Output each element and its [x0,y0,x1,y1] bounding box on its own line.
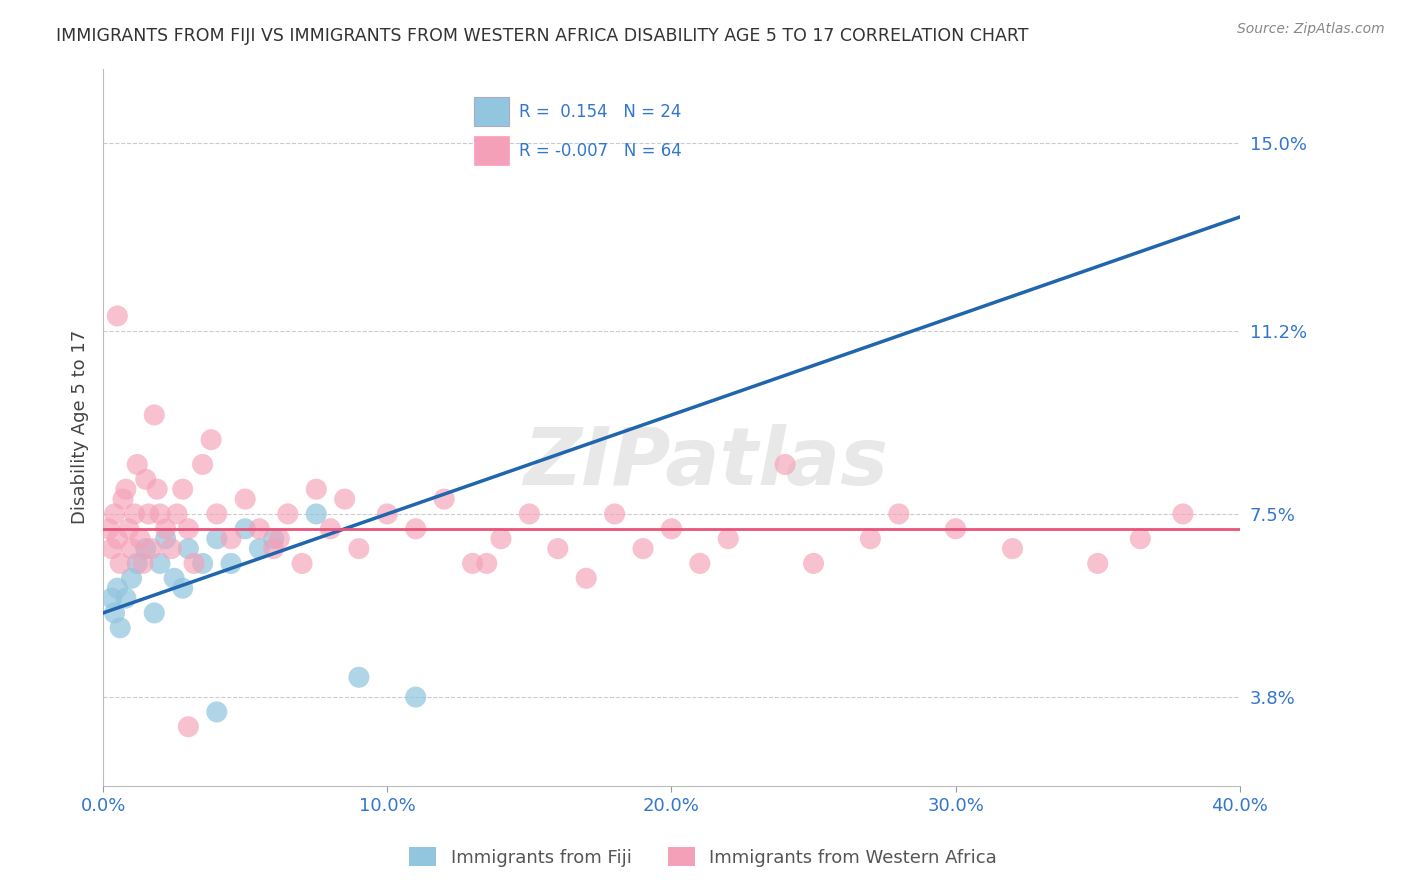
Point [433,492,456,507]
Point [803,557,825,571]
Point [149,557,172,571]
Legend: Immigrants from Fiji, Immigrants from Western Africa: Immigrants from Fiji, Immigrants from We… [402,840,1004,874]
Point [405,690,427,704]
Point [200,433,222,447]
Point [108,621,131,635]
Point [177,720,200,734]
Point [233,522,256,536]
Point [135,541,157,556]
Point [773,458,796,472]
Point [205,705,228,719]
Point [219,557,242,571]
Text: ZIPatlas: ZIPatlas [523,425,889,502]
Point [305,482,328,496]
Point [103,507,125,521]
Point [661,522,683,536]
Text: Source: ZipAtlas.com: Source: ZipAtlas.com [1237,22,1385,37]
Point [219,532,242,546]
Y-axis label: Disability Age 5 to 17: Disability Age 5 to 17 [72,330,89,524]
Point [191,458,214,472]
Point [155,532,177,546]
Point [121,571,143,585]
Point [305,507,328,521]
Point [143,606,166,620]
Point [575,571,598,585]
Point [249,522,271,536]
Point [191,557,214,571]
Point [146,482,169,496]
Point [105,532,128,546]
Point [717,532,740,546]
Point [291,557,314,571]
Point [519,507,541,521]
Point [111,492,134,507]
Point [631,541,654,556]
Point [100,591,122,605]
Point [277,507,299,521]
Point [475,557,498,571]
Point [100,541,122,556]
Point [121,541,143,556]
Point [183,557,205,571]
Point [205,507,228,521]
Point [166,507,188,521]
Point [859,532,882,546]
Point [547,541,569,556]
Point [177,522,200,536]
Point [263,541,285,556]
Point [127,557,149,571]
Point [263,532,285,546]
Point [155,522,177,536]
Point [945,522,967,536]
Point [149,507,172,521]
Point [172,482,194,496]
Point [172,581,194,595]
Point [319,522,342,536]
Point [129,532,152,546]
Point [489,532,512,546]
Point [405,522,427,536]
Point [333,492,356,507]
Point [347,670,370,684]
Point [115,591,138,605]
Point [105,581,128,595]
Point [205,532,228,546]
Point [233,492,256,507]
Point [1001,541,1024,556]
Point [118,522,141,536]
Point [249,541,271,556]
Point [689,557,711,571]
Point [375,507,398,521]
Point [115,482,138,496]
Point [887,507,910,521]
Point [1129,532,1152,546]
Point [103,606,125,620]
Point [105,309,128,323]
Point [603,507,626,521]
Point [97,522,120,536]
Point [138,507,160,521]
Point [124,507,146,521]
Point [461,557,484,571]
Point [132,557,155,571]
Point [1087,557,1109,571]
Point [1171,507,1194,521]
Point [143,408,166,422]
Point [127,458,149,472]
Point [135,472,157,486]
Point [347,541,370,556]
Point [177,541,200,556]
Point [141,541,163,556]
Point [269,532,291,546]
Point [108,557,131,571]
Text: IMMIGRANTS FROM FIJI VS IMMIGRANTS FROM WESTERN AFRICA DISABILITY AGE 5 TO 17 CO: IMMIGRANTS FROM FIJI VS IMMIGRANTS FROM … [56,27,1029,45]
Point [160,541,183,556]
Point [163,571,186,585]
